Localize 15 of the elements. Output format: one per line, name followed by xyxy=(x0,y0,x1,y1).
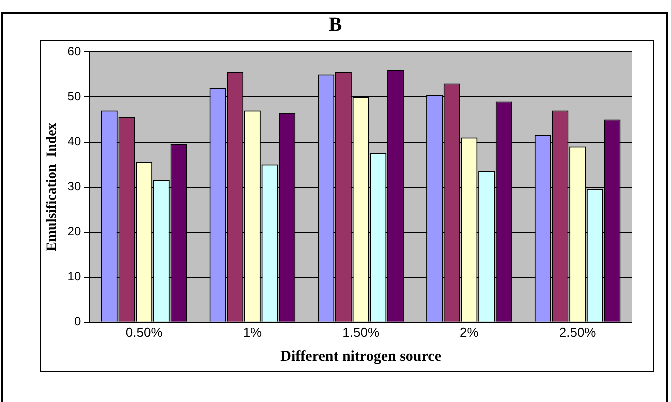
x-tick-label: 1% xyxy=(243,324,263,340)
x-tick-label: 0.50% xyxy=(126,324,164,340)
y-tick-label: 10 xyxy=(68,270,82,284)
x-axis-title: Different nitrogen source xyxy=(280,348,442,365)
y-tick-label: 30 xyxy=(68,180,82,194)
x-tick-label: 2% xyxy=(460,324,480,340)
x-tick-label: 1.50% xyxy=(342,324,380,340)
chart-title: B xyxy=(328,14,344,37)
y-axis-title: Emulsification Index xyxy=(45,123,60,252)
y-tick-label: 20 xyxy=(68,224,82,239)
y-tick-label: 40 xyxy=(68,134,82,149)
y-tick-label: 50 xyxy=(68,90,82,104)
y-tick-label: 60 xyxy=(68,44,82,59)
x-tick-label: 2.50% xyxy=(559,324,597,340)
y-tick-label: 0 xyxy=(74,314,82,329)
